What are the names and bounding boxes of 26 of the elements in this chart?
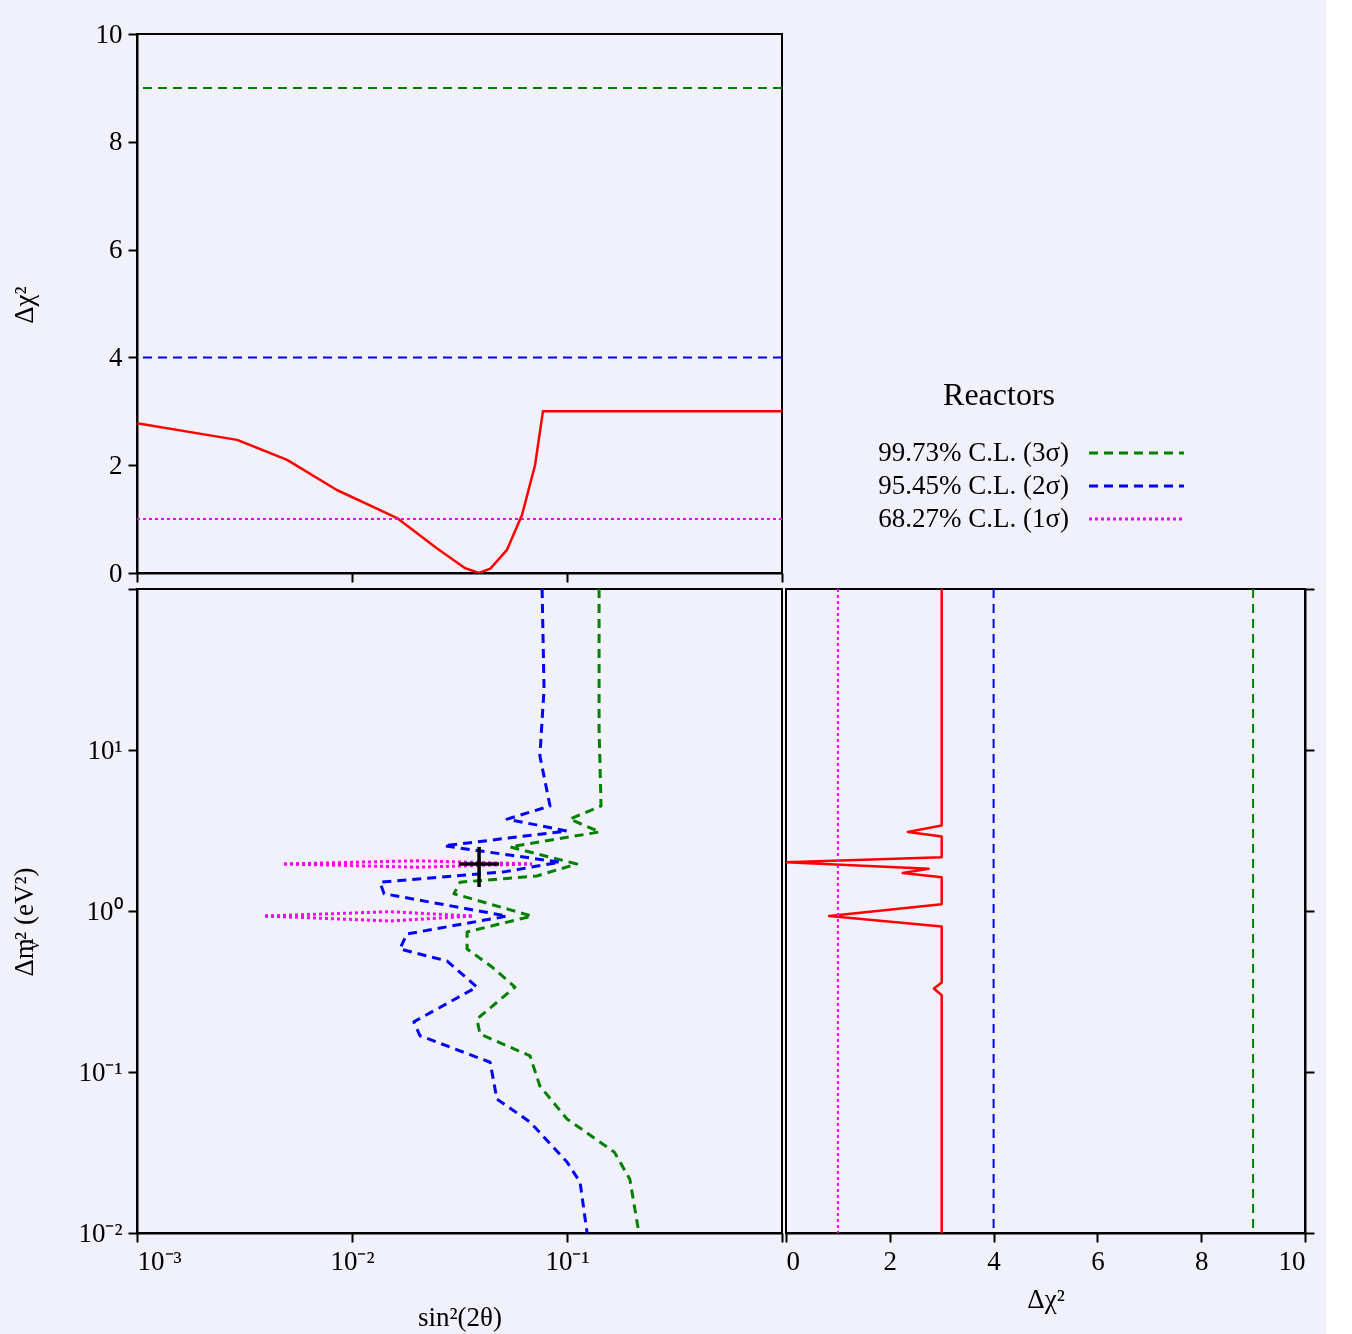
y-tick-label: 10⁰ bbox=[86, 895, 123, 926]
y-tick-label: 6 bbox=[109, 234, 123, 265]
legend-label: 95.45% C.L. (2σ) bbox=[878, 470, 1069, 500]
y-axis-title: Δχ² bbox=[9, 286, 39, 324]
y-tick-label: 0 bbox=[109, 557, 123, 588]
y-tick-label: 2 bbox=[109, 449, 123, 480]
x-tick-label: 2 bbox=[883, 1245, 898, 1276]
legend-label: 99.73% C.L. (3σ) bbox=[878, 437, 1069, 467]
legend-label: 68.27% C.L. (1σ) bbox=[878, 503, 1069, 533]
x-tick-label: 10⁻¹ bbox=[545, 1245, 590, 1276]
x-tick-label: 10⁻³ bbox=[137, 1245, 182, 1276]
y-tick-label: 10 bbox=[95, 18, 123, 49]
x-tick-label: 4 bbox=[987, 1245, 1002, 1276]
x-tick-label: 10⁻² bbox=[330, 1245, 375, 1276]
x-tick-label: 8 bbox=[1194, 1245, 1209, 1276]
x-tick-label: 6 bbox=[1091, 1245, 1105, 1276]
x-tick-label: 10 bbox=[1278, 1245, 1306, 1276]
legend-title: Reactors bbox=[943, 376, 1055, 412]
x-axis-title: sin²(2θ) bbox=[417, 1301, 503, 1332]
y-tick-label: 8 bbox=[109, 126, 123, 157]
y-tick-label: 10⁻² bbox=[78, 1217, 123, 1248]
x-tick-label: 0 bbox=[786, 1245, 800, 1276]
x-axis-title: Δχ² bbox=[1027, 1283, 1065, 1314]
y-tick-label: 10¹ bbox=[87, 734, 123, 765]
y-tick-label: 4 bbox=[109, 341, 123, 372]
y-tick-label: 10⁻¹ bbox=[78, 1056, 123, 1087]
